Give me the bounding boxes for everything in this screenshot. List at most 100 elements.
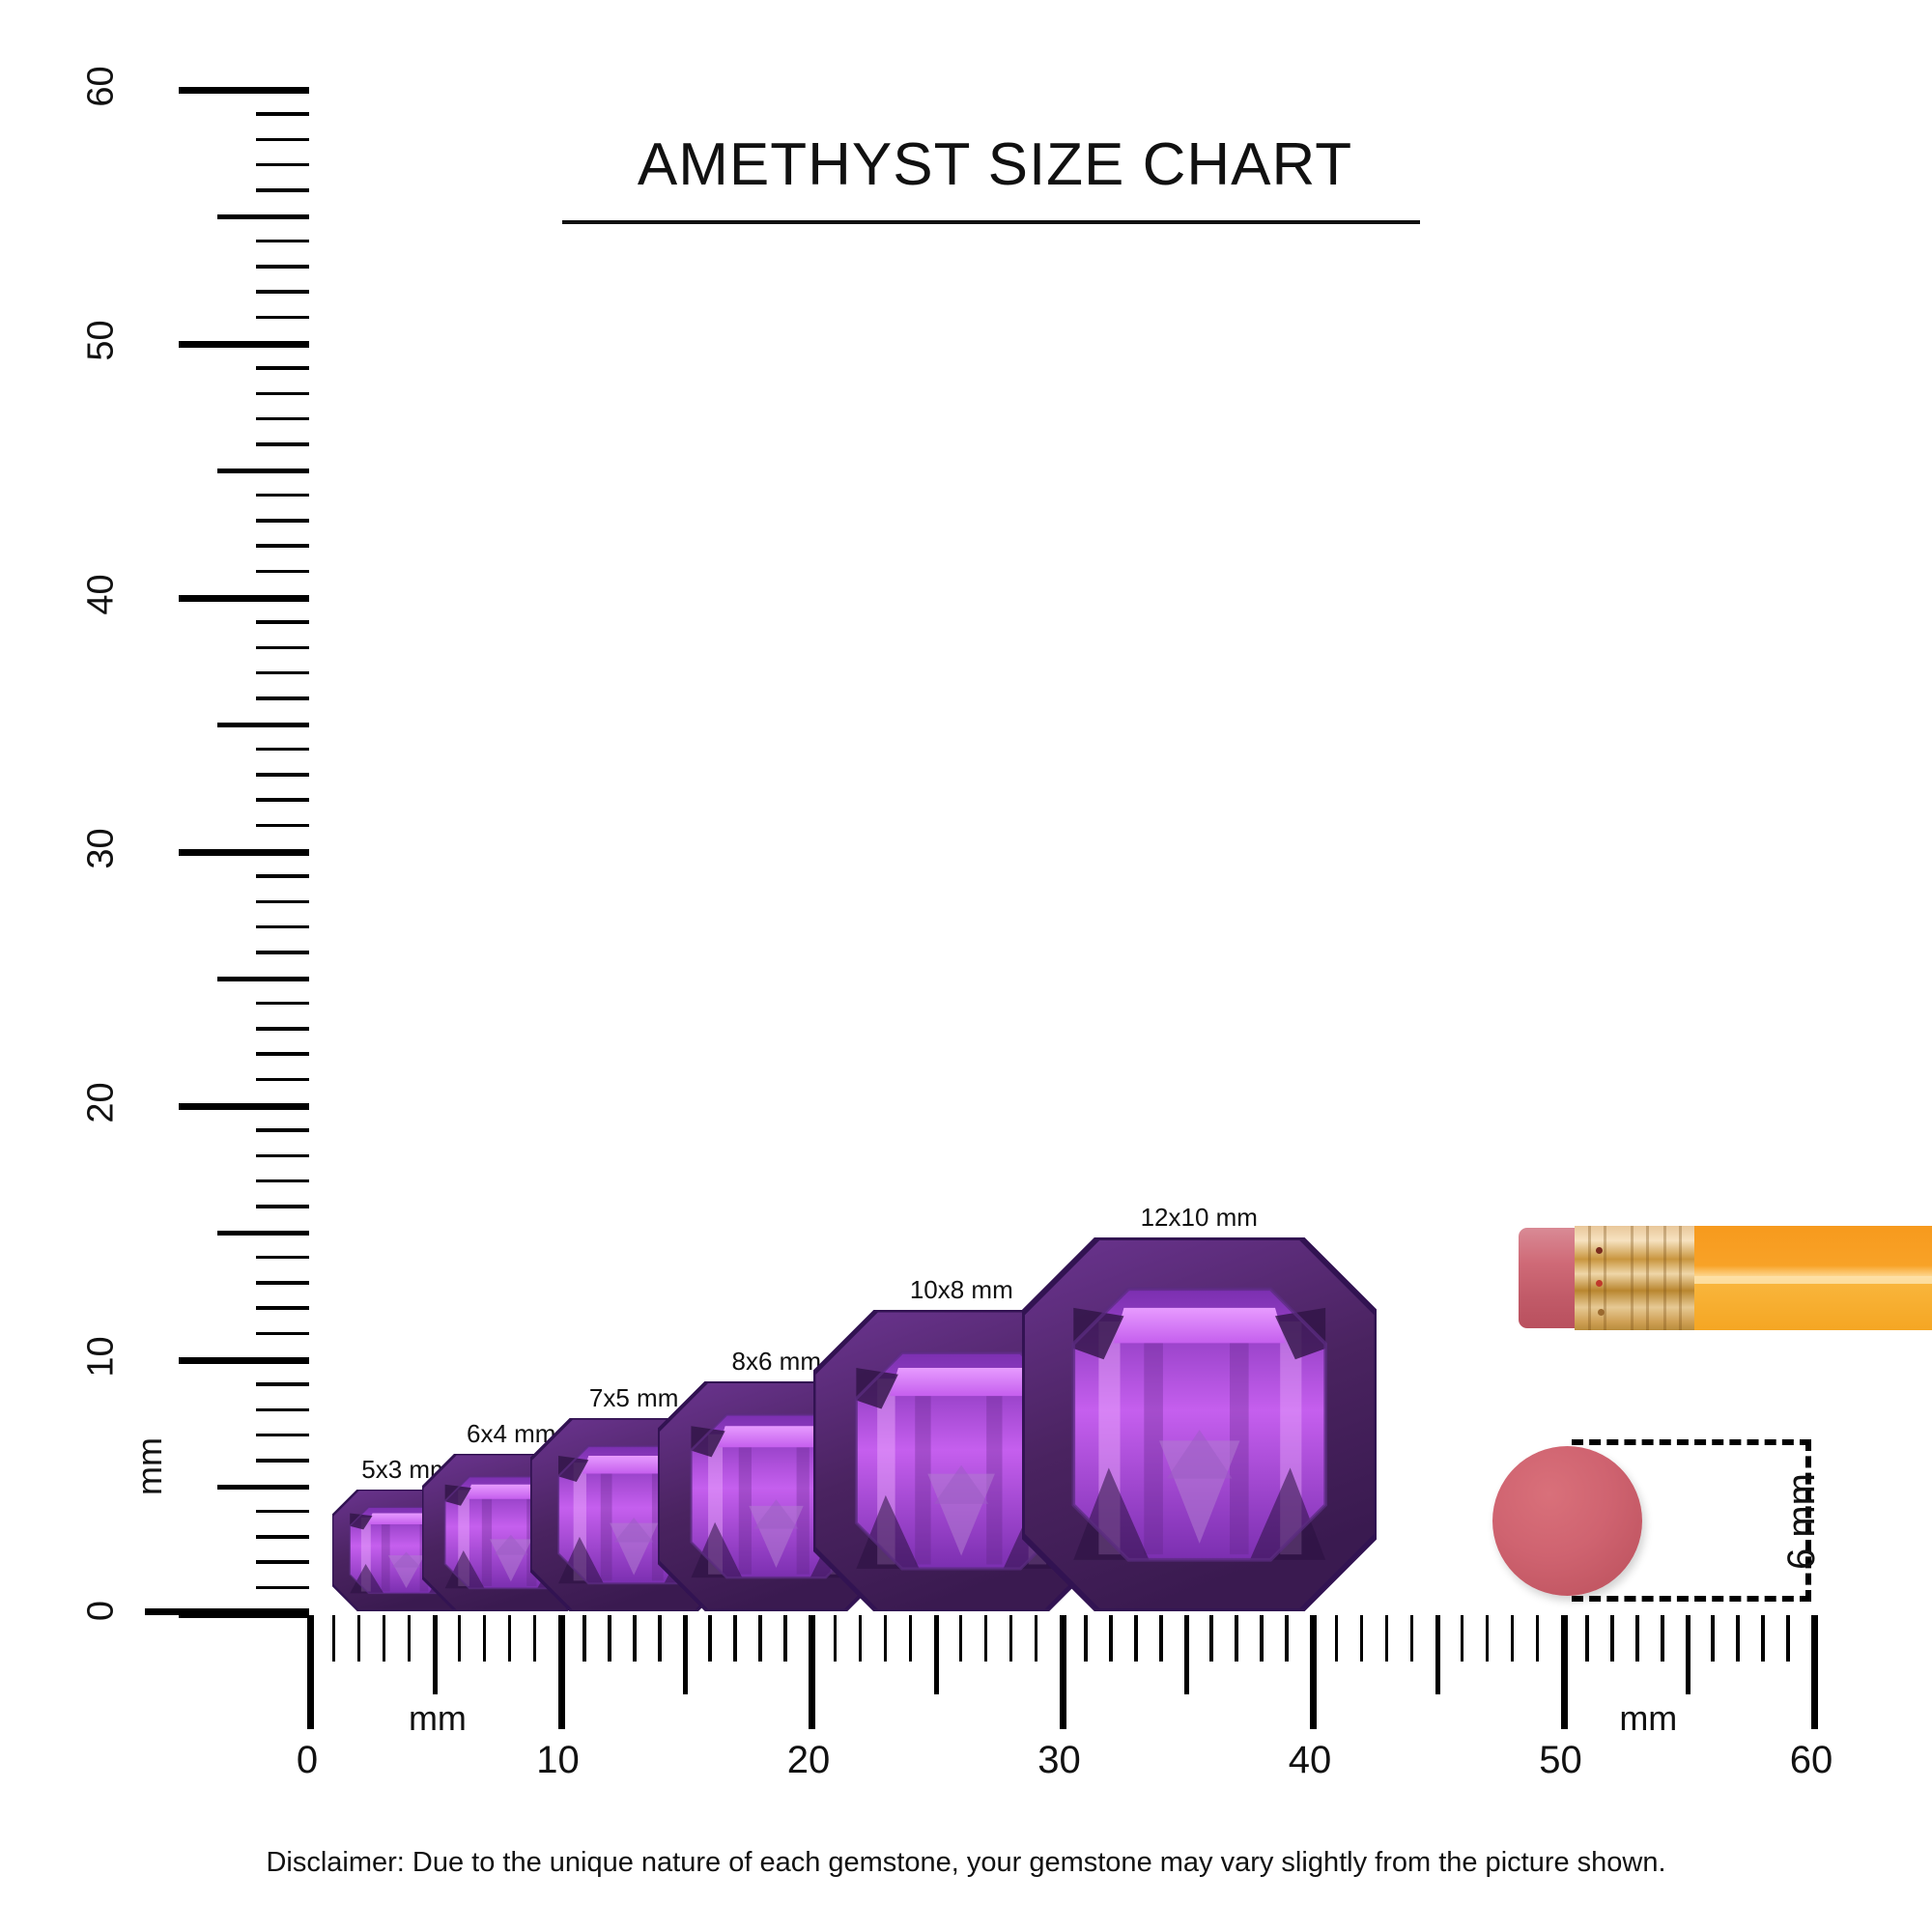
eraser-size-label: 6 mm (1780, 1473, 1823, 1570)
pencil-eraser (1519, 1228, 1578, 1328)
vertical-tick (256, 1205, 309, 1208)
vertical-tick (256, 620, 309, 624)
vertical-tick (217, 976, 309, 981)
horizontal-tick (482, 1615, 487, 1662)
horizontal-tick-label: 0 (296, 1739, 319, 1781)
vertical-tick (256, 1255, 309, 1260)
vertical-tick (256, 1433, 309, 1437)
vertical-tick (256, 544, 309, 548)
vertical-tick (217, 1230, 309, 1236)
horizontal-tick (733, 1615, 737, 1662)
horizontal-tick (1310, 1615, 1317, 1729)
vertical-tick (256, 1027, 309, 1031)
vertical-tick (256, 188, 309, 192)
gem-size-label: 12x10 mm (1140, 1202, 1258, 1232)
horizontal-tick (833, 1615, 838, 1662)
horizontal-tick (608, 1615, 611, 1662)
horizontal-tick (307, 1615, 314, 1729)
vertical-tick (256, 290, 309, 294)
vertical-tick (256, 137, 309, 142)
horizontal-tick (1235, 1615, 1238, 1662)
horizontal-tick (1285, 1615, 1289, 1662)
vertical-tick (256, 645, 309, 650)
horizontal-unit-label: mm (408, 1698, 467, 1738)
vertical-tick (256, 366, 309, 370)
vertical-tick (256, 1382, 309, 1386)
vertical-tick (256, 1560, 309, 1564)
vertical-tick (179, 849, 309, 856)
horizontal-tick (1159, 1615, 1163, 1662)
eraser-disc-reference (1492, 1446, 1642, 1596)
horizontal-tick (1009, 1615, 1013, 1662)
horizontal-tick (356, 1615, 361, 1662)
horizontal-tick (1786, 1615, 1790, 1662)
vertical-tick (256, 1509, 309, 1514)
vertical-tick (256, 1535, 309, 1539)
horizontal-tick (1661, 1615, 1664, 1662)
vertical-tick (256, 1585, 309, 1590)
vertical-tick (256, 874, 309, 878)
vertical-tick (256, 696, 309, 700)
horizontal-tick (908, 1615, 913, 1662)
vertical-tick (256, 1459, 309, 1463)
horizontal-tick (1134, 1615, 1138, 1662)
horizontal-tick (933, 1615, 939, 1694)
horizontal-tick (1510, 1615, 1515, 1662)
vertical-tick (256, 416, 309, 421)
horizontal-tick (1811, 1615, 1818, 1729)
horizontal-tick (1384, 1615, 1389, 1662)
vertical-ruler (174, 87, 309, 1618)
vertical-unit-label: mm (129, 1436, 169, 1495)
gem-item: 12x10 mm (1021, 1203, 1377, 1611)
horizontal-tick (1409, 1615, 1414, 1662)
vertical-tick (256, 493, 309, 497)
horizontal-tick (783, 1615, 787, 1662)
horizontal-tick (883, 1615, 888, 1662)
vertical-tick-label: 0 (80, 1600, 122, 1622)
vertical-tick (256, 442, 309, 446)
horizontal-tick (958, 1615, 963, 1662)
horizontal-tick (1686, 1615, 1691, 1694)
horizontal-tick (1260, 1615, 1264, 1662)
pencil-reference (1519, 1222, 1932, 1336)
horizontal-tick (1560, 1615, 1568, 1729)
horizontal-tick (507, 1615, 512, 1662)
vertical-tick-label: 50 (80, 320, 122, 361)
vertical-tick (256, 1128, 309, 1132)
vertical-tick (256, 519, 309, 523)
horizontal-unit-label: mm (1619, 1698, 1678, 1738)
title-underline (562, 220, 1420, 224)
pencil-ferrule (1575, 1226, 1696, 1330)
vertical-tick (179, 87, 309, 94)
vertical-tick (256, 747, 309, 752)
vertical-tick (217, 722, 309, 727)
pencil-ferrule-rings (1575, 1226, 1696, 1330)
gem-size-label: 8x6 mm (731, 1347, 821, 1377)
horizontal-tick (708, 1615, 712, 1662)
vertical-tick (256, 1001, 309, 1006)
horizontal-tick (1610, 1615, 1614, 1662)
vertical-tick (256, 1407, 309, 1412)
vertical-tick (256, 1077, 309, 1082)
horizontal-tick (1736, 1615, 1740, 1662)
horizontal-tick (1585, 1615, 1589, 1662)
vertical-tick-label: 10 (80, 1336, 122, 1378)
gem-size-label: 10x8 mm (909, 1274, 1013, 1304)
vertical-tick (217, 468, 309, 473)
horizontal-tick (331, 1615, 336, 1662)
horizontal-tick (633, 1615, 637, 1662)
vertical-tick (179, 1357, 309, 1364)
gem-size-label: 7x5 mm (588, 1382, 679, 1412)
horizontal-tick (1209, 1615, 1213, 1662)
vertical-tick (256, 670, 309, 675)
horizontal-tick (1485, 1615, 1490, 1662)
horizontal-tick-label: 40 (1288, 1739, 1332, 1781)
measure-bracket-right (1805, 1439, 1811, 1602)
horizontal-tick (1334, 1615, 1339, 1662)
horizontal-tick (382, 1615, 386, 1662)
vertical-tick-label: 40 (80, 574, 122, 615)
horizontal-tick (407, 1615, 412, 1662)
vertical-tick (256, 1331, 309, 1336)
measure-bracket-bottom (1572, 1596, 1811, 1602)
pencil-highlight (1694, 1276, 1932, 1284)
